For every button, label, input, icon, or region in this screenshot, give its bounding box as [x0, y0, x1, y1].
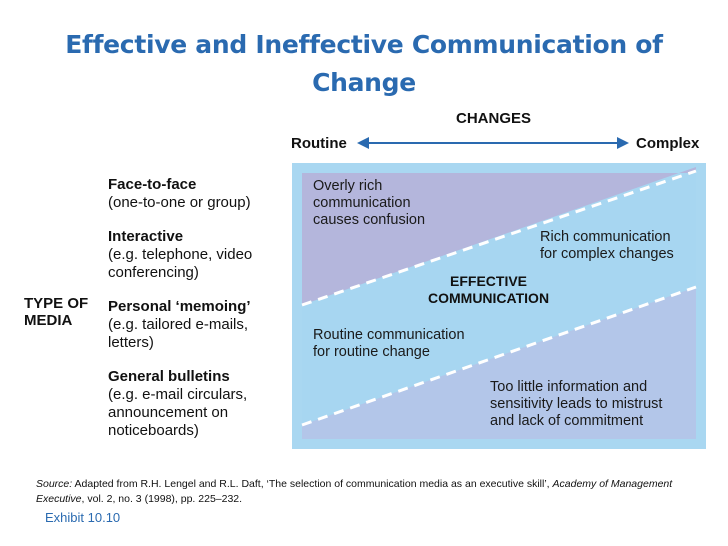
zone-rich-complex: Rich communication for complex changes [540, 229, 674, 262]
media-item-title: Personal ‘memoing’ [108, 298, 251, 315]
media-item-desc: (e.g. telephone, video [108, 246, 253, 263]
complex-label: Complex [636, 135, 700, 152]
media-item-interactive: Interactive (e.g. telephone, video confe… [108, 228, 288, 282]
media-item-title: General bulletins [108, 368, 230, 385]
routine-label: Routine [291, 135, 347, 152]
communication-zone-diagram [292, 163, 706, 449]
upper-dashed-boundary [301, 169, 697, 307]
media-item-face-to-face: Face-to-face (one-to-one or group) [108, 176, 288, 212]
lower-zone [302, 287, 696, 439]
source-citation: Source: Adapted from R.H. Lengel and R.L… [36, 478, 673, 505]
media-item-desc: announcement on [108, 404, 229, 421]
zone-overly-rich: Overly rich communication causes confusi… [313, 178, 426, 228]
page-title: Effective and Ineffective Communication … [65, 30, 663, 97]
media-item-desc: (one-to-one or group) [108, 194, 251, 211]
changes-axis-label: CHANGES [456, 110, 532, 127]
double-arrow-icon [357, 137, 629, 149]
zone-too-little: Too little information and sensitivity l… [490, 379, 663, 429]
media-item-title: Face-to-face [108, 176, 197, 193]
zone-effective: EFFECTIVE COMMUNICATION [428, 273, 550, 306]
media-axis-label: TYPE OF MEDIA [24, 295, 89, 329]
lower-dashed-boundary [301, 285, 697, 427]
media-list: Face-to-face (one-to-one or group) Inter… [108, 176, 288, 456]
media-item-title: Interactive [108, 228, 184, 245]
media-item-desc: conferencing) [108, 264, 199, 281]
zone-routine: Routine communication for routine change [313, 327, 465, 360]
media-item-general-bulletins: General bulletins (e.g. e-mail circulars… [108, 368, 288, 440]
media-item-desc: (e.g. e-mail circulars, [108, 386, 248, 403]
exhibit-label: Exhibit 10.10 [45, 510, 121, 525]
media-item-personal-memoing: Personal ‘memoing’ (e.g. tailored e-mail… [108, 298, 288, 352]
media-item-desc: noticeboards) [108, 422, 199, 439]
media-item-desc: letters) [108, 334, 154, 351]
media-item-desc: (e.g. tailored e-mails, [108, 316, 249, 333]
